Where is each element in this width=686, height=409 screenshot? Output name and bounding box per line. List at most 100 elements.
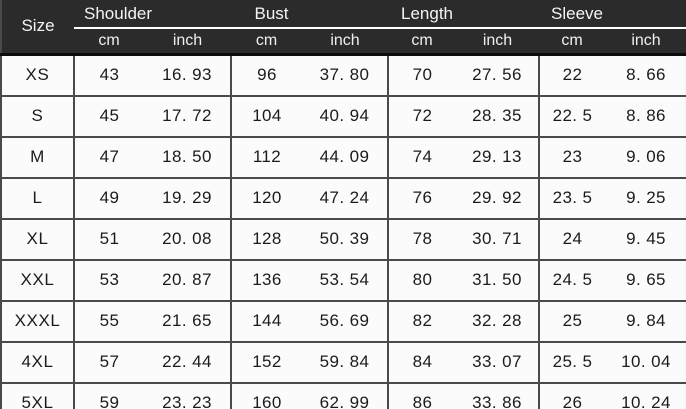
bust-cm-cell: 128 — [230, 217, 302, 260]
bust-cm-cell: 160 — [230, 381, 302, 409]
shoulder-cm-cell: 51 — [73, 217, 144, 260]
length-cm-cell: 70 — [387, 54, 456, 96]
bust-inch-cell: 47. 24 — [302, 176, 388, 219]
length-cm-cell: 72 — [387, 94, 456, 137]
sleeve-cm-cell: 25 — [538, 299, 605, 342]
size-cell: XS — [1, 54, 74, 96]
sleeve-inch-cell: 10. 24 — [605, 381, 686, 409]
sleeve-inch-cell: 9. 45 — [605, 217, 686, 260]
shoulder-inch-cell: 23. 23 — [144, 381, 231, 409]
shoulder-inch-header: inch — [144, 28, 231, 56]
bust-cm-cell: 136 — [230, 258, 302, 301]
sleeve-inch-cell: 8. 86 — [605, 94, 686, 137]
shoulder-inch-cell: 22. 44 — [144, 340, 231, 383]
length-cm-cell: 76 — [387, 176, 456, 219]
size-cell: XL — [1, 217, 74, 260]
length-inch-cell: 29. 92 — [456, 176, 539, 219]
table-header: Size Shoulder Bust Length Sleeve cm inch… — [1, 0, 686, 56]
bust-cm-cell: 144 — [230, 299, 302, 342]
shoulder-cm-cell: 53 — [73, 258, 144, 301]
size-cell: S — [1, 94, 74, 137]
size-column-header: Size — [1, 0, 74, 56]
bust-inch-header: inch — [302, 28, 388, 56]
shoulder-group-spacer — [144, 0, 231, 29]
length-cm-cell: 78 — [387, 217, 456, 260]
sleeve-cm-cell: 23 — [538, 135, 605, 178]
shoulder-inch-cell: 18. 50 — [144, 135, 231, 178]
bust-cm-cell: 112 — [230, 135, 302, 178]
shoulder-cm-cell: 45 — [73, 94, 144, 137]
table-row: XXXL 55 21. 65 144 56. 69 82 32. 28 25 9… — [1, 299, 686, 342]
bust-inch-cell: 37. 80 — [302, 54, 388, 96]
shoulder-inch-cell: 21. 65 — [144, 299, 231, 342]
length-group-header: Length — [388, 0, 456, 29]
table-row: S 45 17. 72 104 40. 94 72 28. 35 22. 5 8… — [1, 94, 686, 137]
bust-inch-cell: 53. 54 — [302, 258, 388, 301]
length-inch-cell: 28. 35 — [456, 94, 539, 137]
sleeve-cm-cell: 24. 5 — [538, 258, 605, 301]
length-inch-cell: 29. 13 — [456, 135, 539, 178]
shoulder-cm-cell: 43 — [73, 54, 144, 96]
shoulder-inch-cell: 17. 72 — [144, 94, 231, 137]
shoulder-group-header: Shoulder — [74, 0, 152, 29]
sleeve-cm-header: cm — [539, 28, 605, 56]
shoulder-cm-cell: 59 — [73, 381, 144, 409]
length-inch-header: inch — [456, 28, 539, 56]
size-cell: M — [1, 135, 74, 178]
bust-inch-cell: 62. 99 — [302, 381, 388, 409]
bust-inch-cell: 50. 39 — [302, 217, 388, 260]
length-inch-cell: 32. 28 — [456, 299, 539, 342]
shoulder-cm-cell: 49 — [73, 176, 144, 219]
shoulder-inch-cell: 19. 29 — [144, 176, 231, 219]
length-cm-cell: 86 — [387, 381, 456, 409]
table-row: 5XL 59 23. 23 160 62. 99 86 33. 86 26 10… — [1, 381, 686, 409]
sleeve-inch-cell: 9. 65 — [605, 258, 686, 301]
length-cm-cell: 82 — [387, 299, 456, 342]
sleeve-inch-cell: 8. 66 — [605, 54, 686, 96]
sleeve-inch-header: inch — [605, 28, 686, 56]
header-group-row: Size Shoulder Bust Length Sleeve — [1, 0, 686, 56]
sleeve-cm-cell: 22. 5 — [538, 94, 605, 137]
table-row: L 49 19. 29 120 47. 24 76 29. 92 23. 5 9… — [1, 176, 686, 219]
size-cell: XXXL — [1, 299, 74, 342]
length-cm-cell: 80 — [387, 258, 456, 301]
sleeve-inch-cell: 9. 25 — [605, 176, 686, 219]
sleeve-group-header: Sleeve — [539, 0, 605, 29]
bust-cm-cell: 152 — [230, 340, 302, 383]
bust-cm-cell: 96 — [230, 54, 302, 96]
sleeve-group-spacer — [605, 0, 686, 29]
bust-inch-cell: 56. 69 — [302, 299, 388, 342]
sleeve-inch-cell: 9. 84 — [605, 299, 686, 342]
table-row: M 47 18. 50 112 44. 09 74 29. 13 23 9. 0… — [1, 135, 686, 178]
length-inch-cell: 30. 71 — [456, 217, 539, 260]
bust-group-header: Bust — [231, 0, 302, 29]
length-cm-cell: 84 — [387, 340, 456, 383]
bust-cm-header: cm — [231, 28, 302, 56]
table-row: XL 51 20. 08 128 50. 39 78 30. 71 24 9. … — [1, 217, 686, 260]
size-cell: 5XL — [1, 381, 74, 409]
length-inch-cell: 27. 56 — [456, 54, 539, 96]
bust-cm-cell: 104 — [230, 94, 302, 137]
bust-group-spacer — [302, 0, 388, 29]
length-inch-cell: 33. 07 — [456, 340, 539, 383]
sleeve-inch-cell: 9. 06 — [605, 135, 686, 178]
table-body: XS 43 16. 93 96 37. 80 70 27. 56 22 8. 6… — [1, 54, 686, 409]
table-row: 4XL 57 22. 44 152 59. 84 84 33. 07 25. 5… — [1, 340, 686, 383]
size-cell: XXL — [1, 258, 74, 301]
header-unit-row: cm inch cm inch cm inch cm inch — [1, 28, 686, 56]
sleeve-cm-cell: 26 — [538, 381, 605, 409]
length-inch-cell: 31. 50 — [456, 258, 539, 301]
sleeve-cm-cell: 23. 5 — [538, 176, 605, 219]
shoulder-cm-cell: 55 — [73, 299, 144, 342]
length-cm-header: cm — [388, 28, 456, 56]
table-row: XXL 53 20. 87 136 53. 54 80 31. 50 24. 5… — [1, 258, 686, 301]
shoulder-inch-cell: 20. 08 — [144, 217, 231, 260]
bust-inch-cell: 44. 09 — [302, 135, 388, 178]
length-cm-cell: 74 — [387, 135, 456, 178]
shoulder-cm-header: cm — [74, 28, 144, 56]
table-row: XS 43 16. 93 96 37. 80 70 27. 56 22 8. 6… — [1, 54, 686, 96]
length-inch-cell: 33. 86 — [456, 381, 539, 409]
shoulder-inch-cell: 20. 87 — [144, 258, 231, 301]
